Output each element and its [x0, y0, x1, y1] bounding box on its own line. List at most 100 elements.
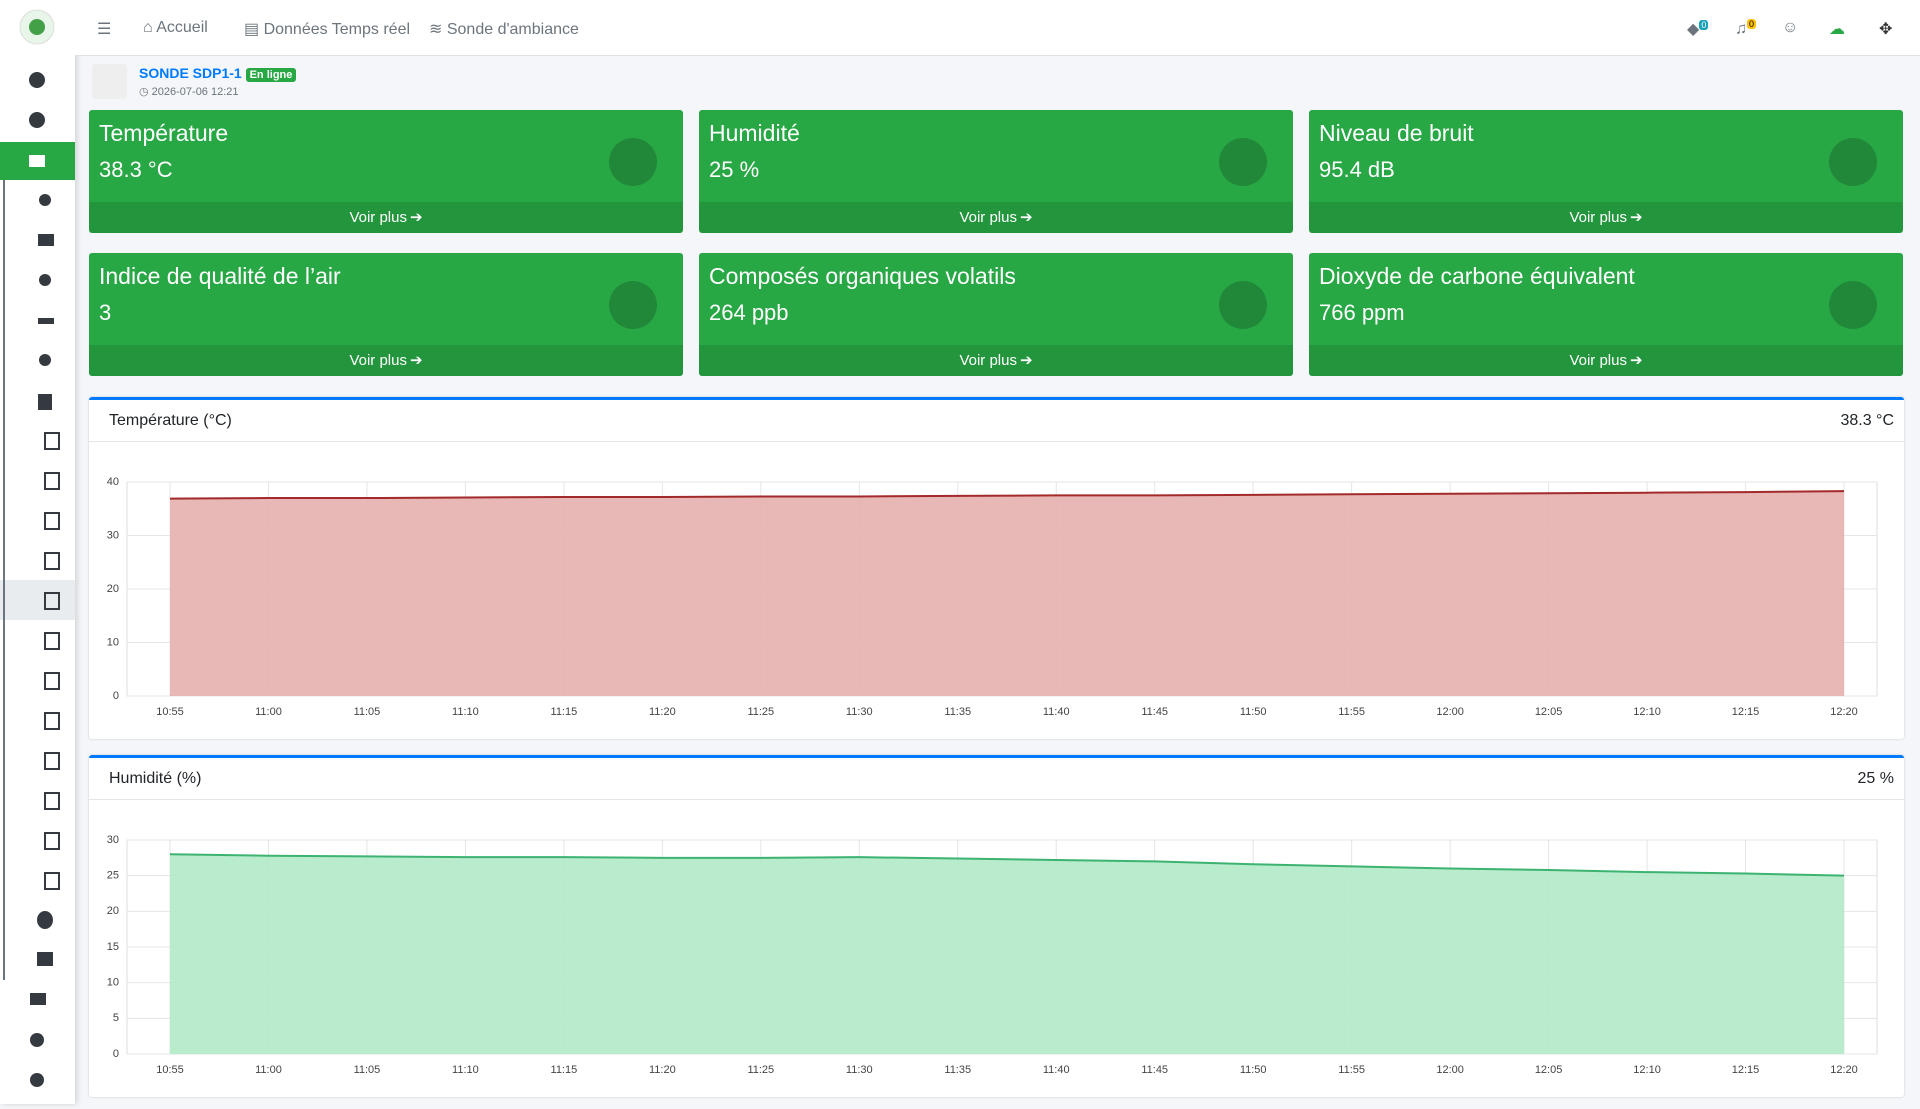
selected-item: [0, 580, 75, 620]
x-tick-label: 11:20: [649, 1064, 676, 1076]
card-link: Voir plus: [959, 352, 1017, 369]
stat-card: Indice de qualité de l’air 3 Voir plus ➔: [89, 253, 683, 376]
y-tick-label: 5: [113, 1012, 119, 1024]
device-name[interactable]: SONDE SDP1-1 En ligne: [139, 65, 297, 82]
link-arrow: ➔: [1629, 352, 1643, 369]
nav-label: Sonde d'ambiance: [446, 21, 579, 38]
link-arrow: ➔: [1019, 209, 1033, 226]
y-tick-label: 40: [107, 476, 119, 488]
card-value: 95.4 dB: [1319, 157, 1395, 182]
user-icon[interactable]: ☺: [1782, 19, 1799, 36]
nav-item[interactable]: ⌂ Accueil: [143, 19, 208, 36]
bell-icon[interactable]: ♫ 0: [1735, 19, 1757, 38]
x-tick-label: 11:10: [452, 1064, 479, 1076]
card-footer[interactable]: Voir plus ➔: [699, 345, 1293, 376]
chart-current: 38.3 °C: [1840, 412, 1894, 429]
card-footer[interactable]: Voir plus ➔: [89, 345, 683, 376]
x-tick-label: 12:10: [1633, 1064, 1661, 1076]
x-tick-label: 11:10: [452, 706, 479, 718]
y-tick-label: 10: [107, 977, 119, 989]
x-tick-label: 12:15: [1732, 1064, 1760, 1076]
chart-header: Température (°C) 38.3 °C: [89, 400, 1904, 442]
icon-shape: [609, 138, 657, 186]
timestamp-text: 2026-07-06 12:21: [151, 86, 239, 98]
card-value: 264 ppb: [709, 300, 789, 325]
x-tick-label: 11:20: [649, 706, 676, 718]
x-tick-label: 11:05: [354, 706, 381, 718]
area: [170, 491, 1844, 696]
x-tick-label: 12:00: [1436, 1064, 1464, 1076]
y-tick-label: 30: [107, 529, 119, 541]
map-icon[interactable]: ◆ 0: [1687, 19, 1709, 38]
card-value: 38.3 °C: [99, 157, 173, 182]
x-tick-label: 11:55: [1338, 706, 1365, 718]
x-tick-label: 10:55: [156, 706, 184, 718]
link-arrow: ➔: [1019, 352, 1033, 369]
x-tick-label: 11:50: [1240, 706, 1267, 718]
card-icon: [609, 138, 657, 186]
line: [169, 853, 1845, 877]
x-tick-label: 12:15: [1732, 706, 1760, 718]
y-tick-label: 0: [113, 1048, 119, 1060]
x-tick-label: 11:45: [1141, 1064, 1168, 1076]
line: [169, 490, 1845, 500]
area: [170, 854, 1844, 1054]
x-tick-label: 11:15: [551, 1064, 578, 1076]
card-value: 25 %: [709, 157, 760, 182]
y-tick-label: 30: [107, 834, 119, 846]
card-link: Voir plus: [1569, 352, 1627, 369]
card-link: Voir plus: [349, 209, 407, 226]
icon-shape: [1829, 281, 1877, 329]
card-footer[interactable]: Voir plus ➔: [699, 202, 1293, 233]
nav-item[interactable]: ≋ Sonde d'ambiance: [429, 21, 579, 38]
x-tick-label: 12:05: [1535, 706, 1563, 718]
cloud-icon[interactable]: ☁: [1829, 21, 1845, 38]
device-image: [92, 64, 127, 99]
x-tick-label: 12:10: [1633, 706, 1661, 718]
y-tick-label: 10: [107, 636, 119, 648]
chart-title: Humidité (%): [109, 770, 202, 787]
x-tick-label: 12:05: [1535, 1064, 1563, 1076]
stat-card: Composés organiques volatils 264 ppb Voir …: [699, 253, 1293, 376]
card-title: Température: [99, 120, 229, 146]
card-footer[interactable]: Voir plus ➔: [1309, 202, 1903, 233]
x-tick-label: 11:15: [551, 706, 578, 718]
card-link: Voir plus: [349, 352, 407, 369]
link-arrow: ➔: [1629, 209, 1643, 226]
icon-shape: [1829, 138, 1877, 186]
x-tick-label: 12:20: [1830, 1064, 1858, 1076]
card-title: Composés organiques volatils: [709, 263, 1016, 289]
nav-item[interactable]: ▤ Données Temps réel: [244, 21, 411, 38]
chart: 0 10 20 30 40 10:55 11:00 11:05 11:10 11:15 11:20 1…: [107, 476, 1878, 718]
card-icon: [1219, 281, 1267, 329]
chart-current: 25 %: [1857, 770, 1894, 787]
card-link: Voir plus: [1569, 209, 1627, 226]
card-icon: [1829, 281, 1877, 329]
link-arrow: ➔: [409, 209, 423, 226]
fullscreen-icon[interactable]: ✥: [1879, 21, 1893, 38]
x-tick-label: 11:30: [846, 1064, 873, 1076]
stat-card: Dioxyde de carbone équivalent 766 ppm Voir…: [1309, 253, 1903, 376]
card-value: 766 ppm: [1319, 300, 1405, 325]
x-tick-label: 10:55: [156, 1064, 184, 1076]
y-tick-label: 25: [107, 870, 119, 882]
status-badge: En ligne: [245, 68, 297, 82]
menu-icons: [29, 72, 60, 1087]
x-tick-label: 11:55: [1338, 1064, 1365, 1076]
card-value: 3: [99, 300, 112, 325]
x-tick-label: 11:40: [1043, 1064, 1070, 1076]
menu-toggle[interactable]: ☰: [97, 21, 112, 38]
card-title: Humidité: [709, 120, 800, 146]
logo-mark: [29, 19, 45, 35]
sidebar-icons: [0, 9, 75, 1087]
icon-shape: [1219, 281, 1267, 329]
x-tick-label: 11:50: [1240, 1064, 1267, 1076]
x-tick-label: 11:35: [944, 1064, 971, 1076]
card-footer[interactable]: Voir plus ➔: [1309, 345, 1903, 376]
device-name-text: SONDE SDP1-1: [139, 65, 242, 81]
badge: 0: [1699, 19, 1709, 30]
chart-title: Température (°C): [109, 412, 232, 429]
card-footer[interactable]: Voir plus ➔: [89, 202, 683, 233]
stat-card: Température 38.3 °C Voir plus ➔: [89, 110, 683, 233]
